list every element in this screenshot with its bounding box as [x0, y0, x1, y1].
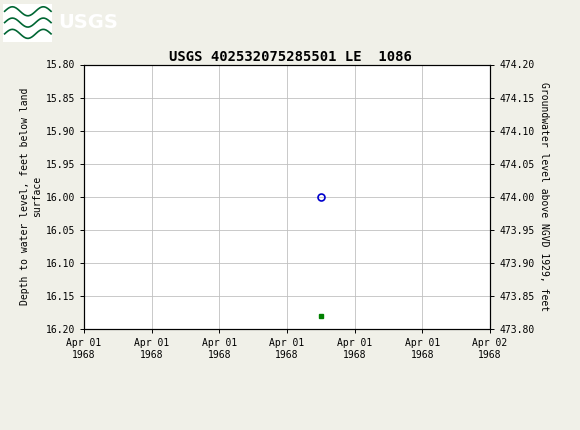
Legend: Period of approved data: Period of approved data — [190, 429, 385, 430]
Bar — [3, 3, 52, 42]
Text: USGS 402532075285501 LE  1086: USGS 402532075285501 LE 1086 — [169, 50, 411, 64]
Text: USGS: USGS — [58, 13, 118, 32]
Y-axis label: Depth to water level, feet below land
surface: Depth to water level, feet below land su… — [20, 88, 42, 305]
Y-axis label: Groundwater level above NGVD 1929, feet: Groundwater level above NGVD 1929, feet — [539, 82, 549, 311]
